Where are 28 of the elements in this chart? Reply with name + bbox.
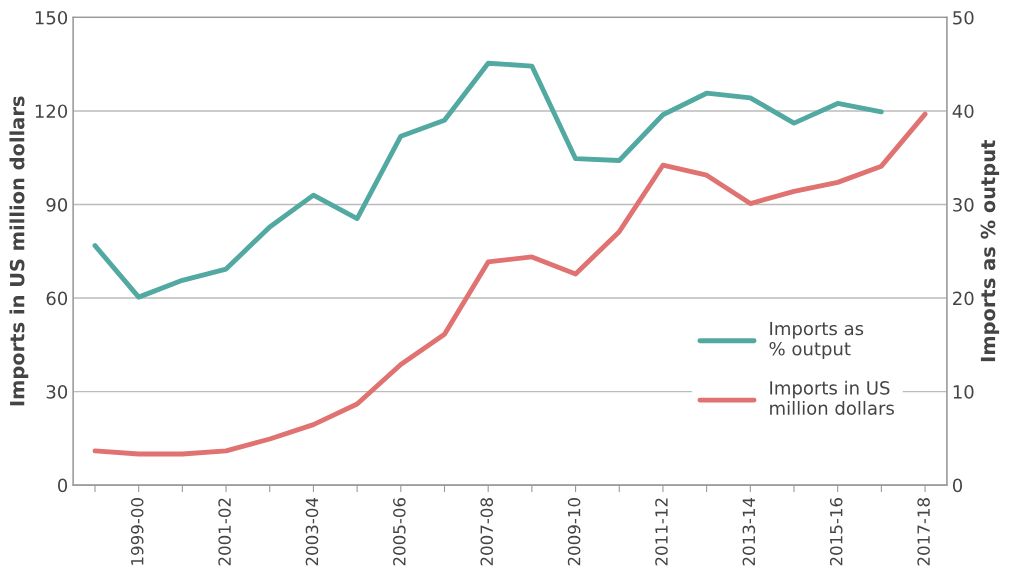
y-tick-label: 150: [35, 10, 68, 25]
y2-tick-label: 10: [953, 385, 974, 399]
y2-tick-label: 30: [953, 197, 974, 212]
x-tick-label: 2001-02: [218, 498, 231, 566]
x-tick-label: 2013-14: [742, 497, 756, 566]
x-tick-label: 2009-10: [567, 498, 581, 566]
y2-axis-title: Imports as % output: [980, 140, 1000, 362]
x-tick-label: 2003-04: [305, 497, 319, 566]
x-tick-label: 2005-06: [393, 497, 406, 566]
y2-tick-label: 20: [953, 291, 974, 306]
line-series: [92, 111, 928, 457]
legend-label: Imports in US million dollars: [770, 380, 894, 415]
y-tick-label: 90: [46, 197, 68, 212]
y-tick-label: 60: [46, 291, 68, 306]
y-tick-label: 30: [46, 385, 68, 399]
x-tick-label: 1999-00: [130, 498, 144, 565]
y2-tick-label: 40: [952, 104, 974, 119]
x-tick-label: 2007-08: [480, 498, 494, 566]
line-series: [92, 60, 884, 300]
y2-tick-label: 0: [952, 478, 963, 493]
x-tick-label: 2015-16: [829, 497, 843, 566]
y-axis-title: Imports in US million dollars: [9, 96, 29, 406]
y-tick-label: 120: [35, 104, 68, 119]
y-tick-label: 0: [57, 478, 68, 493]
x-tick-label: 2017-18: [917, 498, 930, 566]
legend-label: Imports as % output: [769, 321, 864, 360]
y2-tick-label: 50: [953, 10, 974, 25]
x-tick-label: 2011-12: [655, 498, 668, 566]
